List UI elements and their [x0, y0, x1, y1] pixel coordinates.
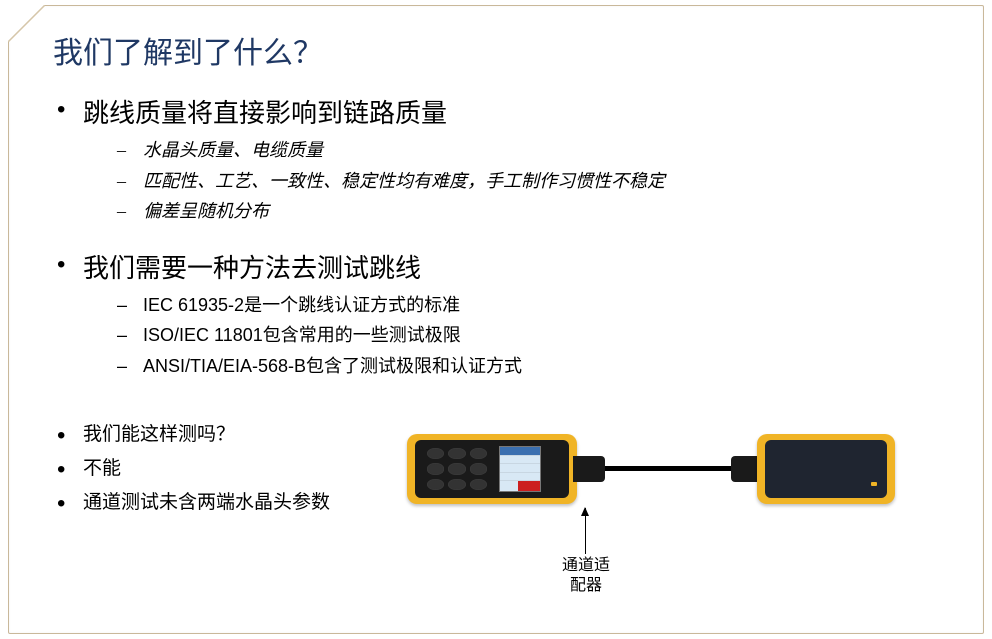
sub-item: ISO/IEC 11801包含常用的一些测试极限	[117, 320, 953, 351]
bullet-item-2: 我们需要一种方法去测试跳线 IEC 61935-2是一个跳线认证方式的标准 IS…	[53, 249, 953, 382]
sub-item: 偏差呈随机分布	[117, 196, 953, 227]
channel-adapter-left-icon	[571, 456, 605, 482]
sub-item: 水晶头质量、电缆质量	[117, 135, 953, 166]
sub-item: ANSI/TIA/EIA-568-B包含了测试极限和认证方式	[117, 351, 953, 382]
bullet-2-text: 我们需要一种方法去测试跳线	[83, 249, 953, 288]
device-diagram: 通道适 配器	[407, 434, 917, 604]
indicator-icon	[871, 482, 877, 486]
slide-title: 我们了解到了什么？	[53, 28, 953, 72]
bullet-list: 跳线质量将直接影响到链路质量 水晶头质量、电缆质量 匹配性、工艺、一致性、稳定性…	[53, 94, 953, 382]
sub-list-2: IEC 61935-2是一个跳线认证方式的标准 ISO/IEC 11801包含常…	[83, 290, 953, 382]
channel-adapter-right-icon	[731, 456, 759, 482]
pointer-arrow-icon	[585, 508, 586, 554]
slide-frame: 我们了解到了什么？ 跳线质量将直接影响到链路质量 水晶头质量、电缆质量 匹配性、…	[8, 5, 984, 634]
screen-icon	[499, 446, 541, 492]
bullet-1-text: 跳线质量将直接影响到链路质量	[83, 94, 953, 133]
patch-cord-icon	[605, 466, 735, 471]
cable-analyzer-icon	[407, 434, 577, 504]
bullet-item-1: 跳线质量将直接影响到链路质量 水晶头质量、电缆质量 匹配性、工艺、一致性、稳定性…	[53, 94, 953, 227]
sub-list-1: 水晶头质量、电缆质量 匹配性、工艺、一致性、稳定性均有难度，手工制作习惯性不稳定…	[83, 135, 953, 227]
sub-item: 匹配性、工艺、一致性、稳定性均有难度，手工制作习惯性不稳定	[117, 166, 953, 197]
folded-corner	[8, 5, 46, 43]
sub-item: IEC 61935-2是一个跳线认证方式的标准	[117, 290, 953, 321]
remote-unit-icon	[757, 434, 895, 504]
adapter-label: 通道适 配器	[555, 556, 617, 596]
keypad-icon	[427, 448, 487, 490]
